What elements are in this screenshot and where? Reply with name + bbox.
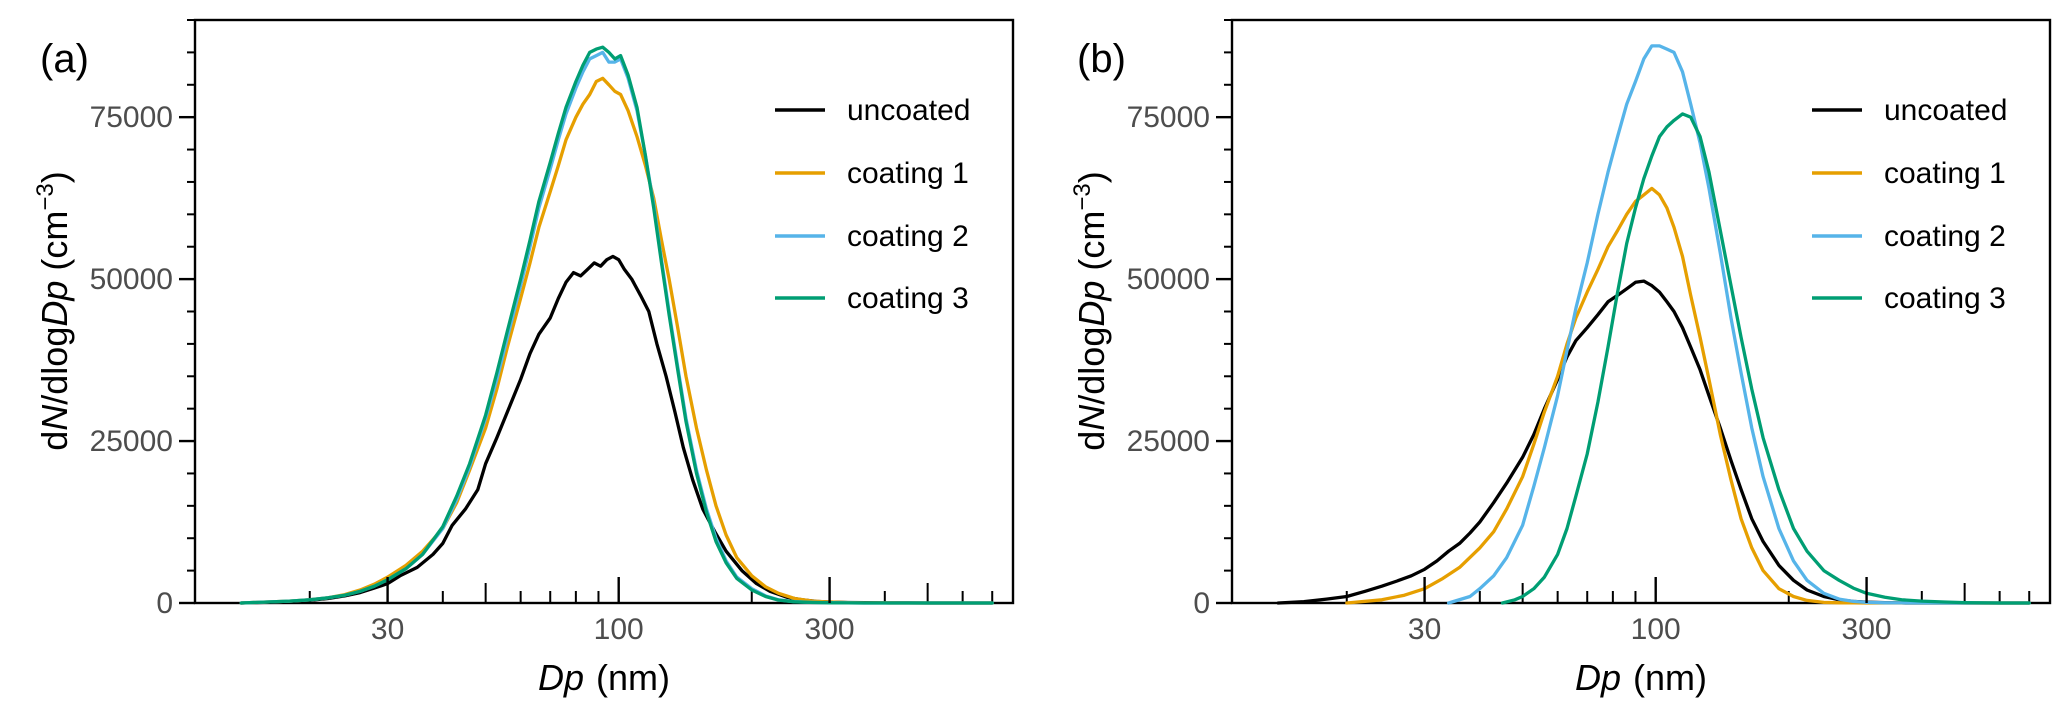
panel-b-series [1276,44,2031,605]
panel-a-label: (a) [40,37,89,81]
legend-item: coating 3 [1812,282,2006,315]
x-tick-label: 300 [1842,613,1892,646]
panel-b-y-minor-ticks [1224,19,1232,572]
panel-a-y-axis-title: dN/dlogDp (cm−3) [32,171,75,451]
panel-a-series [239,45,994,605]
legend-label-coating-3: coating 3 [1884,282,2006,315]
panel-a-x-axis-title: Dp (nm) [538,657,670,698]
legend-item: coating 3 [775,282,969,315]
y-tick-label: 75000 [90,101,173,134]
panel-b-y-tick-labels: 0 25000 50000 75000 [1127,101,1210,620]
series-line-coating-3 [1500,112,2031,605]
panel-b-x-minor-ticks [1345,583,2031,603]
x-tick-label: 30 [371,613,404,646]
panel-a-x-minor-ticks [308,583,994,603]
panel-a-y-minor-ticks [187,19,195,572]
y-tick-label: 0 [156,587,173,620]
y-tick-label: 50000 [1127,263,1210,296]
legend-label-coating-3: coating 3 [847,282,969,315]
legend-item: uncoated [775,94,970,127]
legend-label-coating-1: coating 1 [847,157,969,190]
series-line-coating-2 [1446,44,2031,605]
panel-a-y-tick-marks [179,115,195,605]
panel-a-x-tick-marks [386,577,831,603]
legend-item: coating 1 [1812,157,2006,190]
y-tick-label: 75000 [1127,101,1210,134]
panel-b-legend: uncoated coating 1 coating 2 coating 3 [1812,94,2007,315]
panel-a: 0 25000 50000 75000 30 100 300 (a) Dp (nm) dN/… [32,18,1015,698]
legend-item: coating 2 [1812,220,2006,253]
x-tick-label: 100 [1631,613,1681,646]
legend-item: uncoated [1812,94,2007,127]
x-tick-label: 30 [1408,613,1441,646]
x-tick-label: 100 [594,613,644,646]
y-tick-label: 50000 [90,263,173,296]
legend-label-coating-2: coating 2 [1884,220,2006,253]
panel-b-x-axis-title: Dp (nm) [1575,657,1707,698]
panel-b-y-tick-marks [1216,115,1232,605]
panel-b-x-tick-labels: 30 100 300 [1408,613,1892,646]
panel-b-y-axis-title: dN/dlogDp (cm−3) [1069,171,1112,451]
panel-b-label: (b) [1077,37,1126,81]
series-line-coating-2 [239,50,994,605]
legend-label-coating-1: coating 1 [1884,157,2006,190]
y-tick-label: 0 [1193,587,1210,620]
panel-a-x-tick-labels: 30 100 300 [371,613,855,646]
y-tick-label: 25000 [90,425,173,458]
legend-item: coating 2 [775,220,969,253]
series-line-uncoated [1276,279,2031,605]
y-tick-label: 25000 [1127,425,1210,458]
panel-a-legend: uncoated coating 1 coating 2 coating 3 [775,94,970,315]
legend-label-uncoated: uncoated [847,94,970,127]
series-line-coating-3 [239,45,994,605]
x-tick-label: 300 [805,613,855,646]
legend-label-uncoated: uncoated [1884,94,2007,127]
panel-a-y-tick-labels: 0 25000 50000 75000 [90,101,173,620]
legend-label-coating-2: coating 2 [847,220,969,253]
legend-item: coating 1 [775,157,969,190]
panel-b: 0 25000 50000 75000 30 100 300 (b) Dp (nm) dN/… [1069,18,2052,698]
panel-b-x-tick-marks [1423,577,1868,603]
